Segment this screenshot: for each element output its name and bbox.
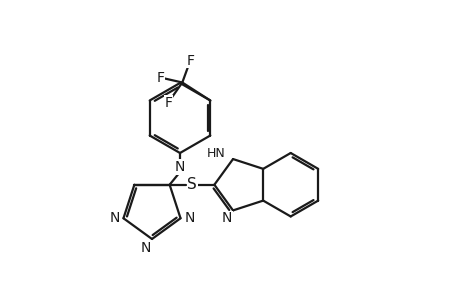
Text: F: F <box>164 95 172 110</box>
Text: N: N <box>109 211 119 225</box>
Text: N: N <box>221 212 232 225</box>
Text: F: F <box>156 70 164 85</box>
Text: HN: HN <box>206 147 224 160</box>
Text: N: N <box>140 241 151 255</box>
Text: N: N <box>184 211 194 225</box>
Text: N: N <box>174 160 185 174</box>
Text: S: S <box>187 177 197 192</box>
Text: F: F <box>186 53 194 68</box>
